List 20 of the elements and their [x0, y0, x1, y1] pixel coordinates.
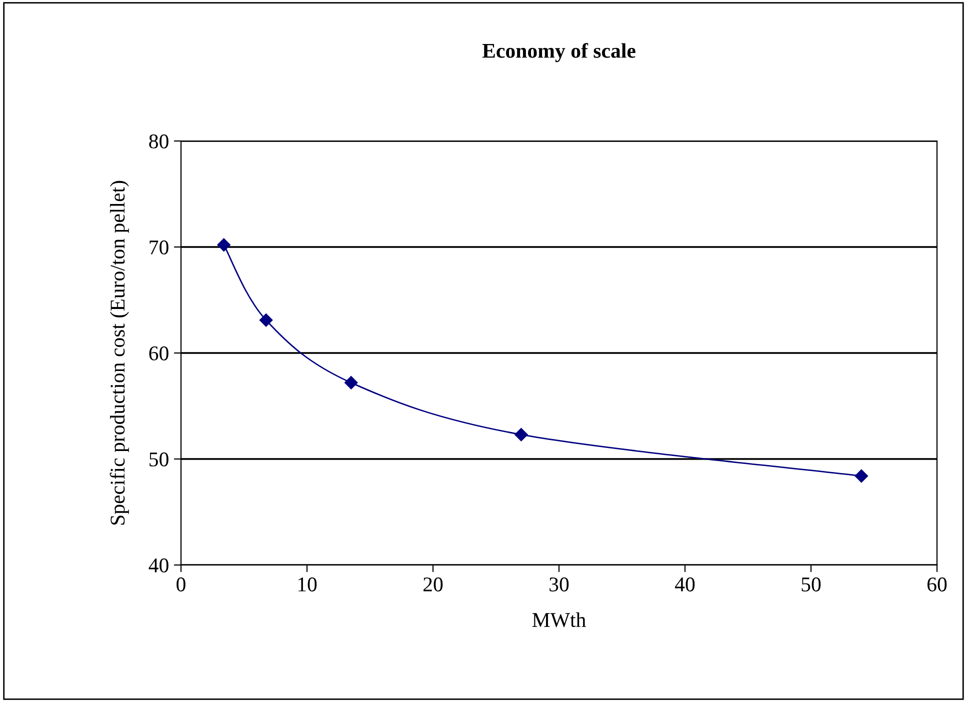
- x-axis-title: MWth: [532, 612, 586, 628]
- y-tick-label: 80: [149, 134, 168, 148]
- y-tick-label: 60: [149, 346, 168, 360]
- point: [217, 238, 230, 252]
- point: [259, 314, 273, 327]
- point: [514, 428, 528, 442]
- point: [344, 376, 358, 390]
- x-tick-label: 40: [674, 577, 695, 592]
- x-tick-label: 30: [550, 577, 569, 592]
- point: [854, 469, 868, 483]
- x-tick-label: 10: [298, 577, 317, 592]
- x-tick-label: 50: [802, 577, 821, 592]
- y-axis-title: Specific production cost (Euro/ton pellet): [110, 180, 129, 525]
- y-tick-label: 70: [150, 240, 168, 254]
- y-tick-label: 50: [150, 452, 168, 466]
- x-tick-label: 0: [176, 577, 186, 592]
- y-tick-label: 40: [148, 558, 168, 572]
- x-tick-label: 60: [927, 577, 947, 592]
- x-tick-label: 20: [424, 577, 443, 592]
- chart-title: Economy of scale: [482, 43, 636, 62]
